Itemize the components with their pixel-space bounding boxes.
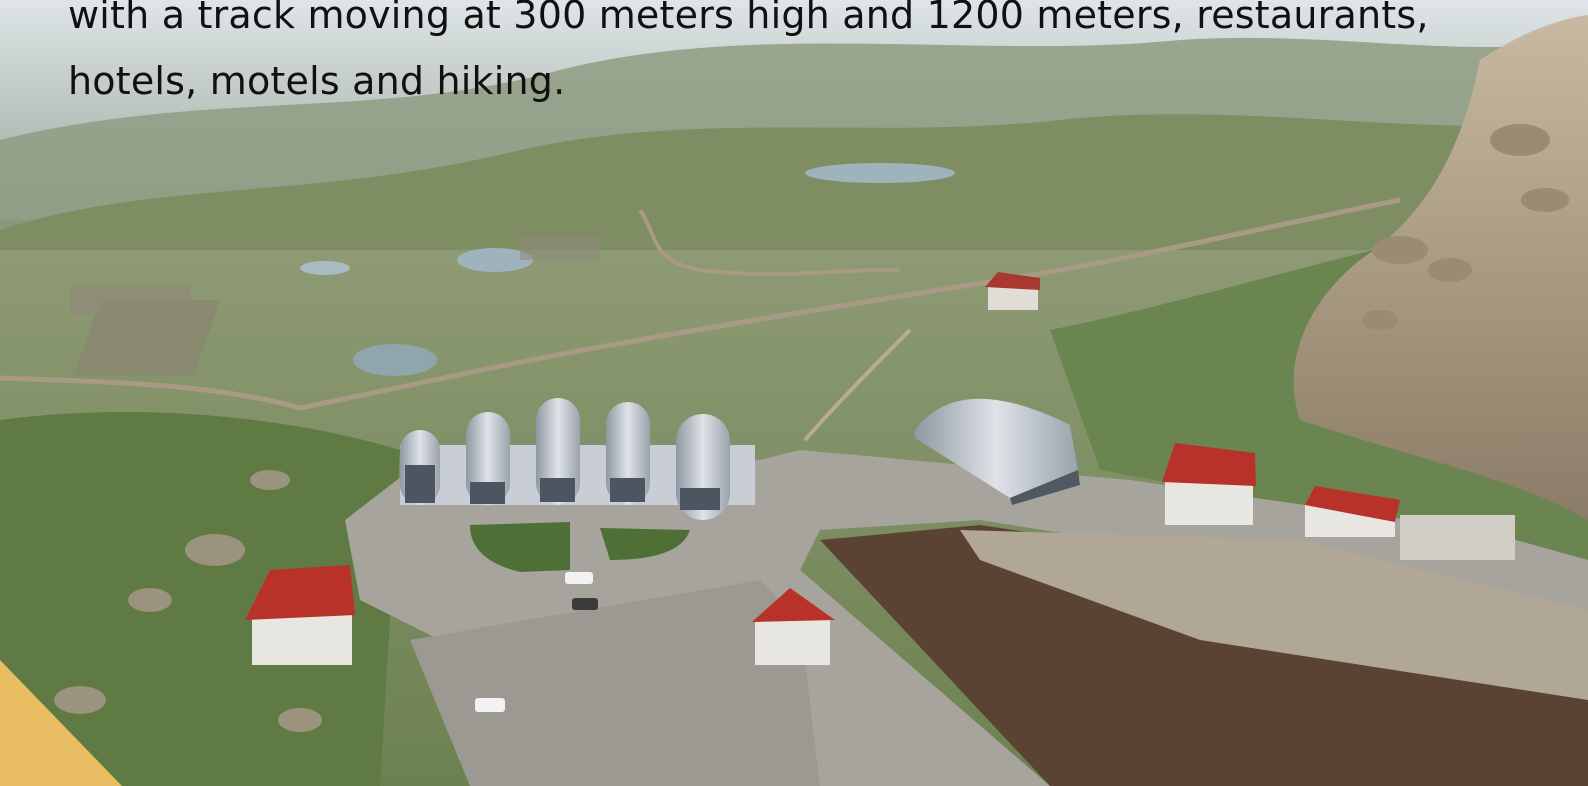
mountain-road [638, 208, 901, 276]
red-roof-building-1 [245, 565, 355, 665]
white-car-1 [475, 698, 505, 712]
white-car-2 [565, 572, 593, 584]
dark-car [572, 598, 598, 610]
valley-road [0, 197, 1401, 411]
red-roof-building-4 [1305, 486, 1400, 537]
red-roof-building-2 [752, 588, 835, 665]
lake-2 [457, 248, 533, 272]
garden-bed-2 [600, 528, 690, 560]
parking-area [410, 580, 820, 786]
village-2 [70, 285, 190, 315]
caption-text: with a track moving at 300 meters high a… [68, 0, 1518, 114]
rocks-left [54, 470, 322, 732]
caption-line-2: hotels, motels and hiking. [68, 59, 566, 103]
gravel-slope [960, 530, 1588, 700]
caption-line-1: with a track moving at 300 meters high a… [68, 0, 1429, 37]
village-1 [73, 300, 221, 375]
village-3 [520, 235, 600, 260]
lake-1 [805, 163, 955, 183]
red-roof-building-3 [1162, 443, 1256, 525]
garden-bed [470, 522, 570, 572]
hill-path [803, 328, 912, 442]
yellow-corner-accent [0, 660, 122, 786]
low-building [1400, 515, 1515, 560]
vaulted-station [400, 398, 755, 520]
cliff-boulders [1362, 124, 1569, 330]
distant-hotel [985, 272, 1040, 310]
dome-hall [915, 398, 1080, 505]
lake-3 [353, 344, 437, 376]
lake-4 [300, 261, 350, 275]
